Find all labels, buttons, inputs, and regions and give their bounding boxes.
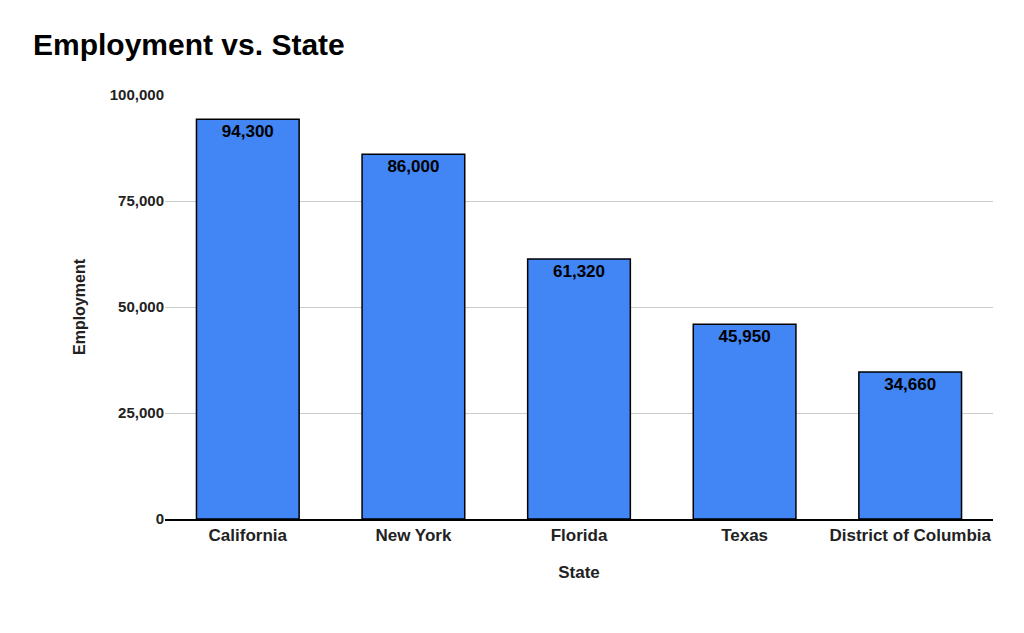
svg-text:34,660: 34,660 xyxy=(884,375,936,394)
svg-text:State: State xyxy=(558,563,600,582)
svg-text:Texas: Texas xyxy=(721,526,768,545)
svg-text:25,000: 25,000 xyxy=(118,404,164,421)
svg-text:0: 0 xyxy=(156,510,164,527)
svg-text:75,000: 75,000 xyxy=(118,192,164,209)
svg-text:New York: New York xyxy=(375,526,451,545)
svg-text:61,320: 61,320 xyxy=(553,262,605,281)
svg-text:Florida: Florida xyxy=(551,526,608,545)
svg-text:94,300: 94,300 xyxy=(222,122,274,141)
svg-text:86,000: 86,000 xyxy=(387,157,439,176)
svg-text:Employment: Employment xyxy=(71,258,88,355)
svg-text:50,000: 50,000 xyxy=(118,298,164,315)
svg-text:Employment vs. State: Employment vs. State xyxy=(33,28,345,61)
svg-text:California: California xyxy=(209,526,288,545)
svg-text:District of Columbia: District of Columbia xyxy=(829,526,991,545)
svg-text:100,000: 100,000 xyxy=(110,86,164,103)
svg-text:45,950: 45,950 xyxy=(719,327,771,346)
